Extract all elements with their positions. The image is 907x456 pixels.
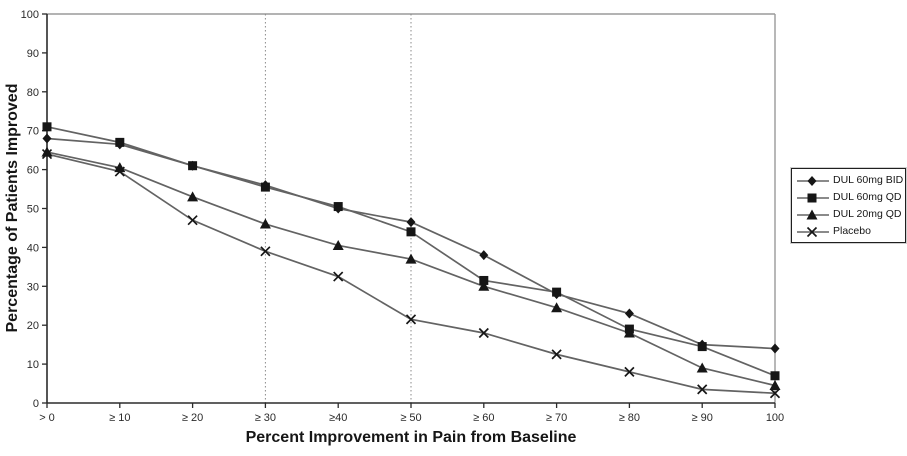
x-tick-label: ≥ 20 bbox=[182, 412, 203, 424]
legend-label: DUL 20mg QD bbox=[833, 208, 902, 221]
y-tick-label: 80 bbox=[27, 87, 39, 99]
x-marker bbox=[41, 148, 53, 160]
y-tick-label: 0 bbox=[33, 398, 39, 410]
triangle-marker bbox=[696, 362, 708, 373]
x-marker bbox=[333, 271, 344, 282]
diamond-marker bbox=[807, 175, 817, 186]
x-marker bbox=[624, 366, 635, 377]
x-tick-label: ≥ 50 bbox=[400, 412, 421, 424]
x-axis-title: Percent Improvement in Pain from Baselin… bbox=[246, 429, 577, 446]
series-markers-dul-20mg-qd bbox=[41, 146, 781, 390]
square-marker bbox=[42, 122, 52, 132]
x-tick-label: ≥ 10 bbox=[109, 412, 130, 424]
series-line-dul-60mg-bid bbox=[46, 137, 776, 350]
legend-item-dul-60mg-qd: DUL 60mg QD bbox=[796, 189, 902, 206]
square-marker bbox=[770, 371, 780, 381]
y-tick-label: 10 bbox=[27, 359, 39, 371]
square-marker bbox=[697, 342, 707, 352]
triangle-marker bbox=[806, 209, 818, 219]
x-tick-label: ≥ 70 bbox=[546, 412, 567, 424]
plot-area: 0 10 20 30 40 50 60 70 80 90 100 > 0 ≥ 10 ≥ 20 ≥ 30 ≥40… bbox=[21, 9, 785, 424]
x-marker bbox=[697, 384, 708, 395]
square-marker bbox=[479, 275, 489, 285]
triangle-marker bbox=[478, 280, 490, 291]
legend: DUL 60mg BID DUL 60mg QD DUL 20mg QD Pla… bbox=[790, 167, 907, 244]
square-marker bbox=[406, 227, 416, 237]
square-marker bbox=[260, 182, 270, 192]
x-marker bbox=[114, 166, 125, 177]
x-marker bbox=[478, 327, 489, 339]
y-tick-label: 40 bbox=[27, 242, 39, 254]
diamond-marker-icon bbox=[797, 175, 829, 186]
square-marker-icon bbox=[797, 193, 829, 202]
y-tick-label: 70 bbox=[27, 126, 39, 138]
x-tick-label: ≥ 60 bbox=[473, 412, 494, 424]
diamond-marker bbox=[406, 217, 416, 228]
x-tick-label: ≥ 30 bbox=[255, 412, 276, 424]
triangle-marker bbox=[187, 191, 199, 202]
x-marker bbox=[806, 226, 818, 237]
square-marker bbox=[552, 287, 562, 297]
diamond-marker bbox=[770, 343, 780, 354]
y-tick-label: 90 bbox=[27, 48, 39, 60]
triangle-marker-icon bbox=[797, 209, 829, 219]
x-tick-label: ≥ 90 bbox=[692, 412, 713, 424]
triangle-marker bbox=[332, 239, 344, 250]
triangle-marker bbox=[41, 146, 53, 157]
triangle-marker bbox=[623, 327, 635, 338]
square-marker bbox=[333, 202, 343, 212]
x-tick-label: ≥ 80 bbox=[619, 412, 640, 424]
legend-item-dul-60mg-bid: DUL 60mg BID bbox=[796, 172, 904, 189]
x-marker bbox=[551, 349, 562, 360]
square-marker bbox=[807, 193, 817, 202]
square-marker bbox=[115, 137, 125, 147]
y-tick-label: 30 bbox=[27, 281, 39, 293]
diamond-marker bbox=[479, 250, 489, 261]
x-marker bbox=[405, 314, 417, 325]
diamond-marker bbox=[42, 133, 52, 144]
x-marker bbox=[260, 246, 271, 257]
y-tick-label: 50 bbox=[27, 204, 39, 216]
legend-label: DUL 60mg BID bbox=[833, 174, 904, 187]
triangle-marker bbox=[769, 379, 781, 390]
x-tick-label: ≥40 bbox=[329, 412, 347, 424]
y-tick-label: 100 bbox=[21, 9, 39, 21]
y-axis-title: Percentage of Patients Improved bbox=[4, 84, 21, 333]
legend-item-dul-20mg-qd: DUL 20mg QD bbox=[796, 206, 902, 223]
diamond-marker bbox=[624, 308, 634, 319]
triangle-marker bbox=[551, 302, 563, 313]
x-tick-label: > 0 bbox=[39, 412, 55, 424]
y-tick-label: 60 bbox=[27, 165, 39, 177]
square-marker bbox=[188, 161, 198, 171]
x-marker-icon bbox=[797, 226, 829, 237]
y-tick-label: 20 bbox=[27, 320, 39, 332]
legend-label: DUL 60mg QD bbox=[833, 191, 902, 204]
x-tick-label: 100 bbox=[766, 412, 784, 424]
legend-item-placebo: Placebo bbox=[796, 223, 902, 240]
triangle-marker bbox=[405, 253, 417, 264]
legend-label: Placebo bbox=[833, 225, 871, 238]
x-marker bbox=[187, 215, 198, 226]
triangle-marker bbox=[259, 218, 271, 229]
x-marker bbox=[769, 388, 781, 399]
series-line-placebo bbox=[46, 153, 776, 395]
series-markers-placebo bbox=[41, 148, 781, 399]
